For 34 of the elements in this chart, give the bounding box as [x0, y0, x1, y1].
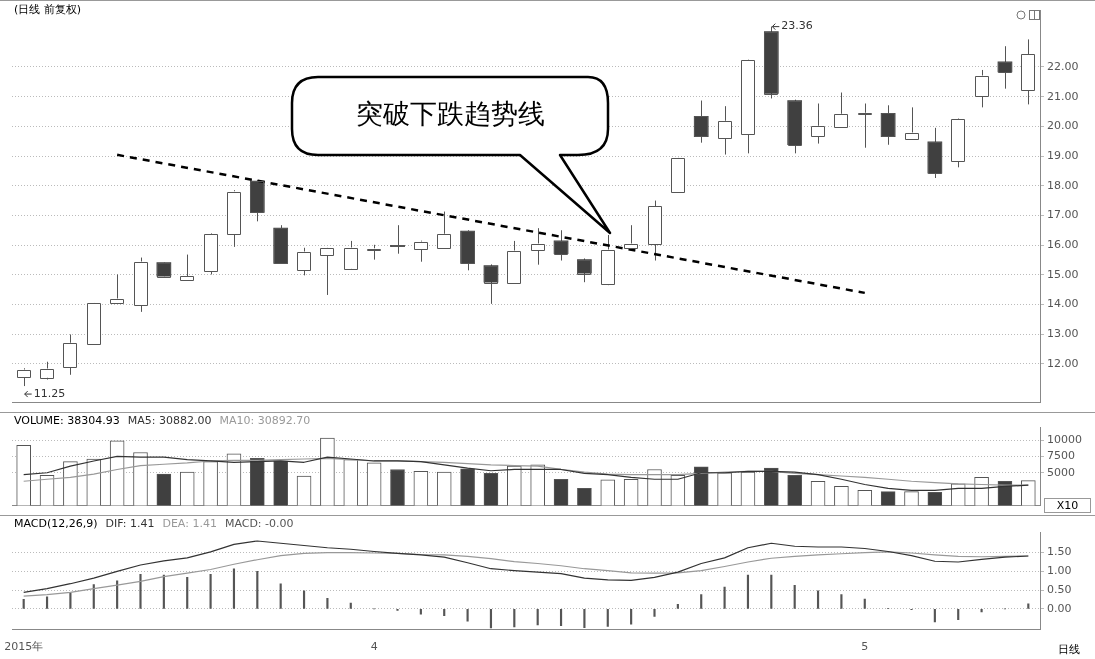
y-tick-label: 16.00 — [1047, 237, 1079, 251]
y-tick-label: 10000 — [1047, 432, 1082, 446]
text: DIF: 1.41 — [105, 517, 155, 530]
y-tick-label: 1.50 — [1047, 545, 1072, 559]
chart-title: MACD(12,26,9) — [14, 517, 98, 530]
text: 23.36 — [781, 19, 813, 33]
y-tick-label: 14.00 — [1047, 297, 1079, 311]
y-tick-label: 1.00 — [1047, 564, 1072, 578]
y-tick-label: 17.00 — [1047, 208, 1079, 222]
y-tick-label: 0.50 — [1047, 582, 1072, 596]
x-tick-label: 4 — [370, 640, 378, 654]
y-tick-label: 22.00 — [1047, 59, 1079, 73]
chart-title: (日线 前复权) — [14, 2, 82, 17]
y-tick-label: 5000 — [1047, 465, 1075, 479]
series-label: VOLUME: 38304.93 — [14, 414, 120, 427]
y-tick-label: 21.00 — [1047, 89, 1079, 103]
y-tick-label: 7500 — [1047, 449, 1075, 463]
text: 11.25 — [33, 386, 66, 400]
text: MACD: -0.00 — [224, 517, 294, 530]
text: DEA: 1.41 — [162, 517, 217, 530]
text: 日线 — [1046, 642, 1091, 657]
text: X10 — [1044, 498, 1091, 513]
y-tick-label: 20.00 — [1047, 119, 1079, 133]
y-tick-label: 19.00 — [1047, 148, 1079, 162]
x-tick-label: 2015年 — [4, 640, 44, 654]
x-tick-label: 5 — [861, 640, 869, 654]
text: MA10: 30892.70 — [219, 414, 311, 427]
y-tick-label: 12.00 — [1047, 356, 1079, 370]
annotation: 突破下跌趋势线 — [355, 98, 545, 129]
y-tick-label: 15.00 — [1047, 267, 1079, 281]
y-tick-label: 18.00 — [1047, 178, 1079, 192]
y-tick-label: 13.00 — [1047, 326, 1079, 340]
y-tick-label: 0.00 — [1047, 601, 1072, 615]
text: MA5: 30882.00 — [127, 414, 212, 427]
